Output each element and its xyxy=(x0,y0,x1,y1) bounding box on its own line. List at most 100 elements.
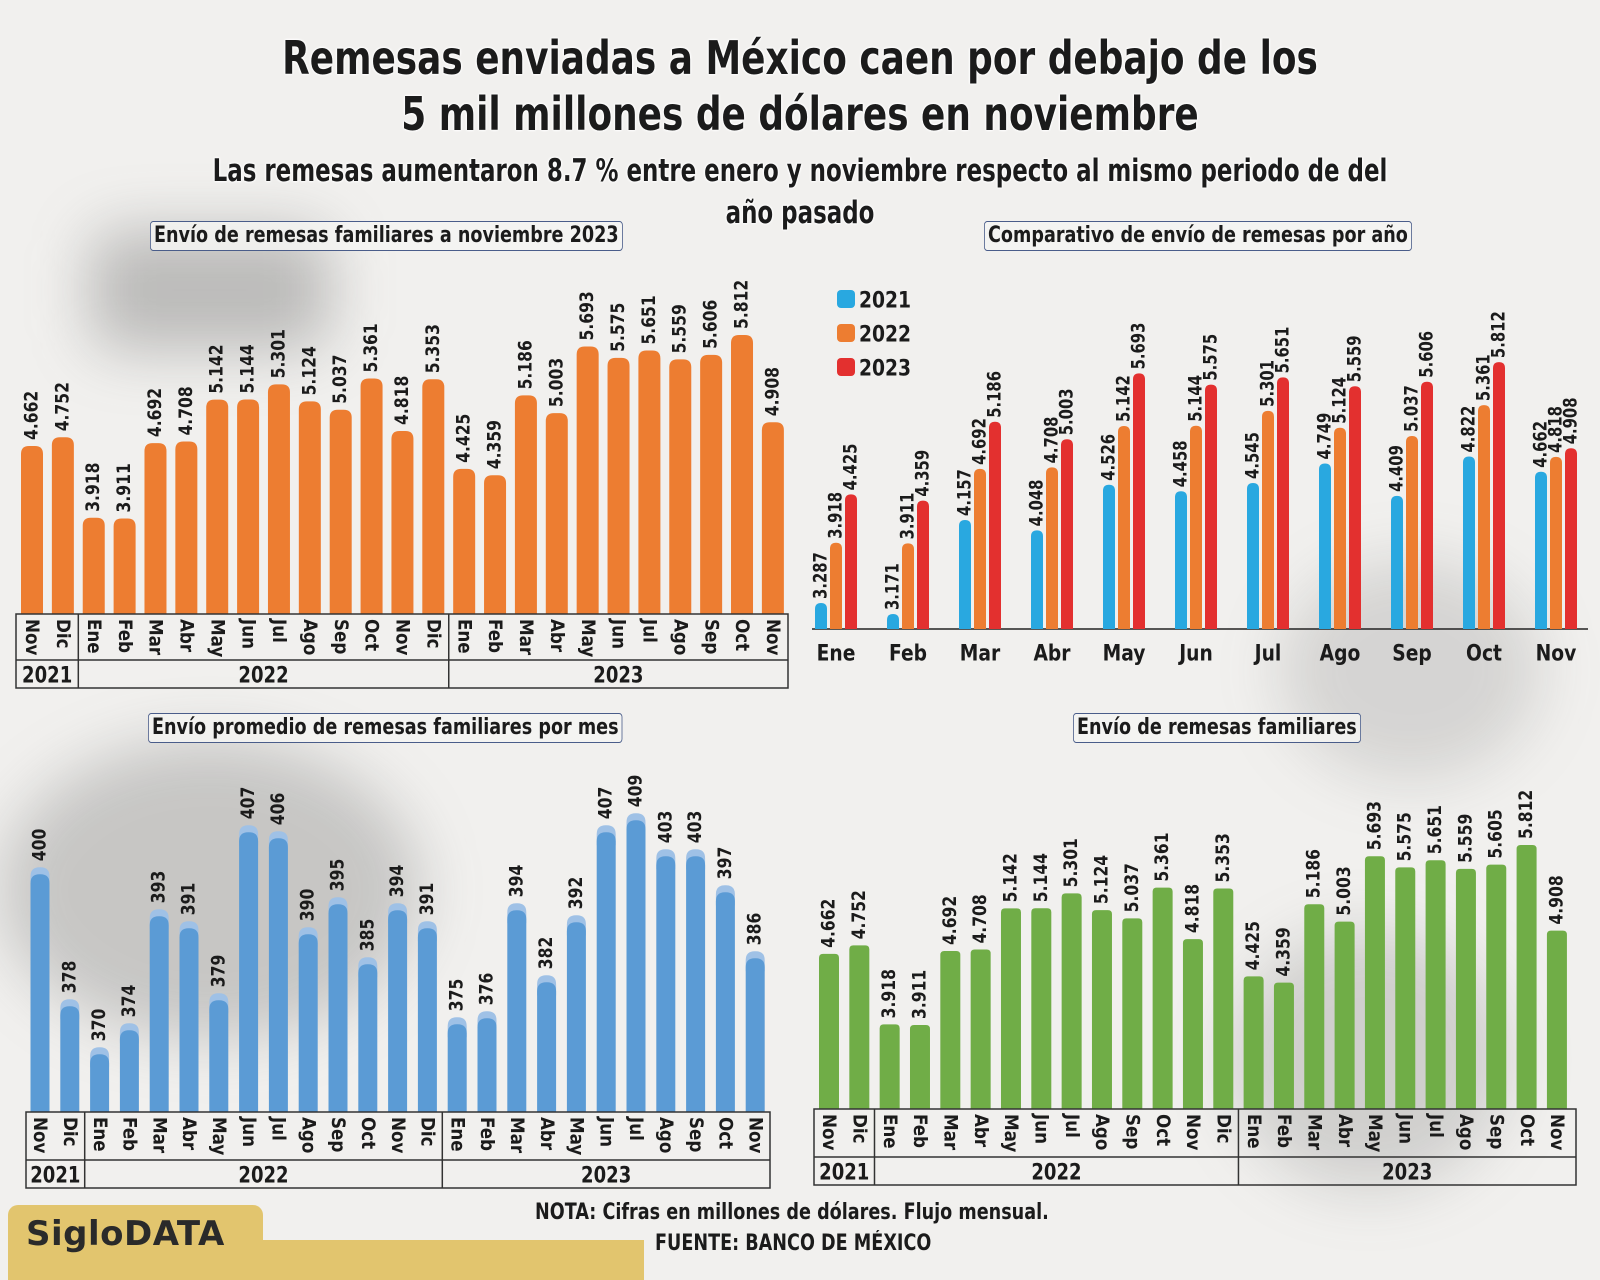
chart4-value-label: 4.662 xyxy=(818,899,840,948)
chart2-bar-2021 xyxy=(1319,463,1331,629)
chart2-value-label: 4.425 xyxy=(840,444,862,491)
chart3-month-label: Jul xyxy=(267,1116,289,1141)
chart2-bar-2023 xyxy=(1061,439,1073,629)
chart1-value-label: 5.575 xyxy=(608,303,630,352)
chart1-month-label: May xyxy=(577,619,599,658)
chart3-value-label: 378 xyxy=(59,961,81,994)
chart4-value-label: 4.908 xyxy=(1546,875,1568,924)
chart1-value-label: 4.662 xyxy=(21,391,43,440)
chart2-bar-2022 xyxy=(1334,427,1346,629)
chart2-value-label: 4.749 xyxy=(1314,413,1336,460)
chart2-value-label: 5.124 xyxy=(1329,377,1351,424)
chart2-bar-2023 xyxy=(989,421,1001,629)
chart3-value-label: 403 xyxy=(685,811,707,844)
chart4-axis-table: 2021 2022 2023 Nov Dic Ene Feb Mar Abr May Jun Jul A… xyxy=(813,1108,1577,1186)
chart4-value-label: 4.425 xyxy=(1243,921,1265,970)
chart2-value-label: 4.458 xyxy=(1170,440,1192,487)
chart3-axis-border xyxy=(25,1111,771,1189)
chart4-axis-border xyxy=(813,1108,1577,1186)
chart1-month-label: Dic xyxy=(52,619,74,648)
chart2-bar-2021 xyxy=(1391,495,1403,629)
chart2-value-label: 3.918 xyxy=(825,492,847,539)
chart4-bar xyxy=(909,1025,930,1109)
chart4-month-label: Sep xyxy=(1485,1114,1507,1149)
chart4-value-label: 5.142 xyxy=(1000,853,1022,902)
chart2-value-label: 4.692 xyxy=(969,418,991,465)
chart4-value-label: 5.301 xyxy=(1061,838,1083,887)
chart4-bar xyxy=(819,953,839,1109)
chart1-bar xyxy=(453,468,476,614)
chart3-month-label: Feb xyxy=(118,1117,140,1151)
chart1-bar xyxy=(267,384,290,614)
chart2-bar-2021 xyxy=(1463,456,1475,629)
chart1-axis-table: 2021 2022 2023 Nov Dic Ene Feb Mar Abr May Jun Jul A… xyxy=(15,613,789,689)
chart4-month-label: Oct xyxy=(1151,1114,1173,1147)
chart4-month-label: Ene xyxy=(879,1114,901,1149)
chart2-bar-2021 xyxy=(1031,530,1043,629)
chart3-month-label: Ago xyxy=(297,1117,319,1153)
chart3-bar xyxy=(715,892,735,1112)
chart1-bar xyxy=(545,413,568,614)
chart3-month-label: Dic xyxy=(416,1117,438,1146)
legend-label-2021: 2021 xyxy=(859,287,911,313)
chart4-year-label: 2022 xyxy=(1031,1159,1081,1185)
chart1-value-label: 5.144 xyxy=(237,344,259,393)
chart1-bar xyxy=(360,378,383,614)
chart1-bar xyxy=(237,399,260,614)
chart3-month-label: Dic xyxy=(59,1117,81,1146)
chart1-value-label: 5.003 xyxy=(546,358,568,407)
legend-swatch-2022 xyxy=(837,324,855,342)
chart2-value-label: 4.526 xyxy=(1098,434,1120,481)
chart2-bar-2023 xyxy=(1277,377,1289,629)
chart4-value-label: 5.693 xyxy=(1364,801,1386,850)
chart3-value-label: 386 xyxy=(744,913,766,946)
legend-swatch-2021 xyxy=(837,290,855,308)
chart2-value-label: 5.812 xyxy=(1488,311,1510,358)
chart3-month-label: Mar xyxy=(506,1117,528,1153)
chart4-value-label: 5.003 xyxy=(1334,866,1356,915)
chart3-month-label: Feb xyxy=(476,1117,498,1151)
chart3-year-label: 2021 xyxy=(30,1162,80,1188)
chart4-bar xyxy=(1031,908,1052,1109)
chart1-month-label: Jun xyxy=(237,618,259,649)
chart1-axis-border xyxy=(15,613,789,689)
chart3-bar xyxy=(477,1018,497,1112)
chart4-bar xyxy=(1122,918,1143,1109)
chart1-bar xyxy=(298,401,321,614)
chart3-month-label: Sep xyxy=(684,1117,706,1152)
chart2-value-label: 5.693 xyxy=(1128,323,1150,370)
chart3-value-label: 393 xyxy=(148,871,170,904)
chart2-title: Comparativo de envío de remesas por año xyxy=(984,221,1412,251)
chart3-bar xyxy=(537,982,557,1112)
chart3-month-label: Ago xyxy=(655,1117,677,1153)
chart1-value-label: 5.812 xyxy=(731,280,753,329)
chart4-value-label: 4.752 xyxy=(848,890,870,939)
chart4-month-label: Sep xyxy=(1121,1114,1143,1149)
chart1-title: Envío de remesas familiares a noviembre … xyxy=(150,221,623,251)
chart1-bar xyxy=(761,422,784,614)
chart2-value-label: 4.048 xyxy=(1026,480,1048,527)
chart4-value-label: 5.186 xyxy=(1303,849,1325,898)
chart3-month-label: Sep xyxy=(327,1117,349,1152)
chart1-value-label: 4.908 xyxy=(762,367,784,416)
chart3-bar xyxy=(268,838,288,1112)
chart1-month-label: Dic xyxy=(422,619,444,648)
chart1-value-label: 5.559 xyxy=(669,304,691,353)
chart2-month-label: Mar xyxy=(960,640,1000,666)
chart4-value-label: 5.559 xyxy=(1455,814,1477,863)
chart4-month-label: Jul xyxy=(1060,1113,1082,1138)
chart4-bar xyxy=(970,949,991,1109)
chart2-bar-2023 xyxy=(1493,362,1505,629)
chart3-bar xyxy=(239,832,259,1112)
chart2-bar-2021 xyxy=(887,614,899,629)
chart2-bar-2022 xyxy=(1406,436,1418,629)
chart2-month-label: Feb xyxy=(889,640,927,666)
chart2-month-label: Ene xyxy=(817,640,856,666)
chart4-bar xyxy=(879,1024,900,1109)
chart1-month-label: Jul xyxy=(268,618,290,643)
chart1-value-label: 3.911 xyxy=(114,463,136,512)
chart3-bar xyxy=(358,964,378,1112)
chart4-bar xyxy=(1061,893,1082,1109)
chart1-value-label: 4.708 xyxy=(175,386,197,435)
